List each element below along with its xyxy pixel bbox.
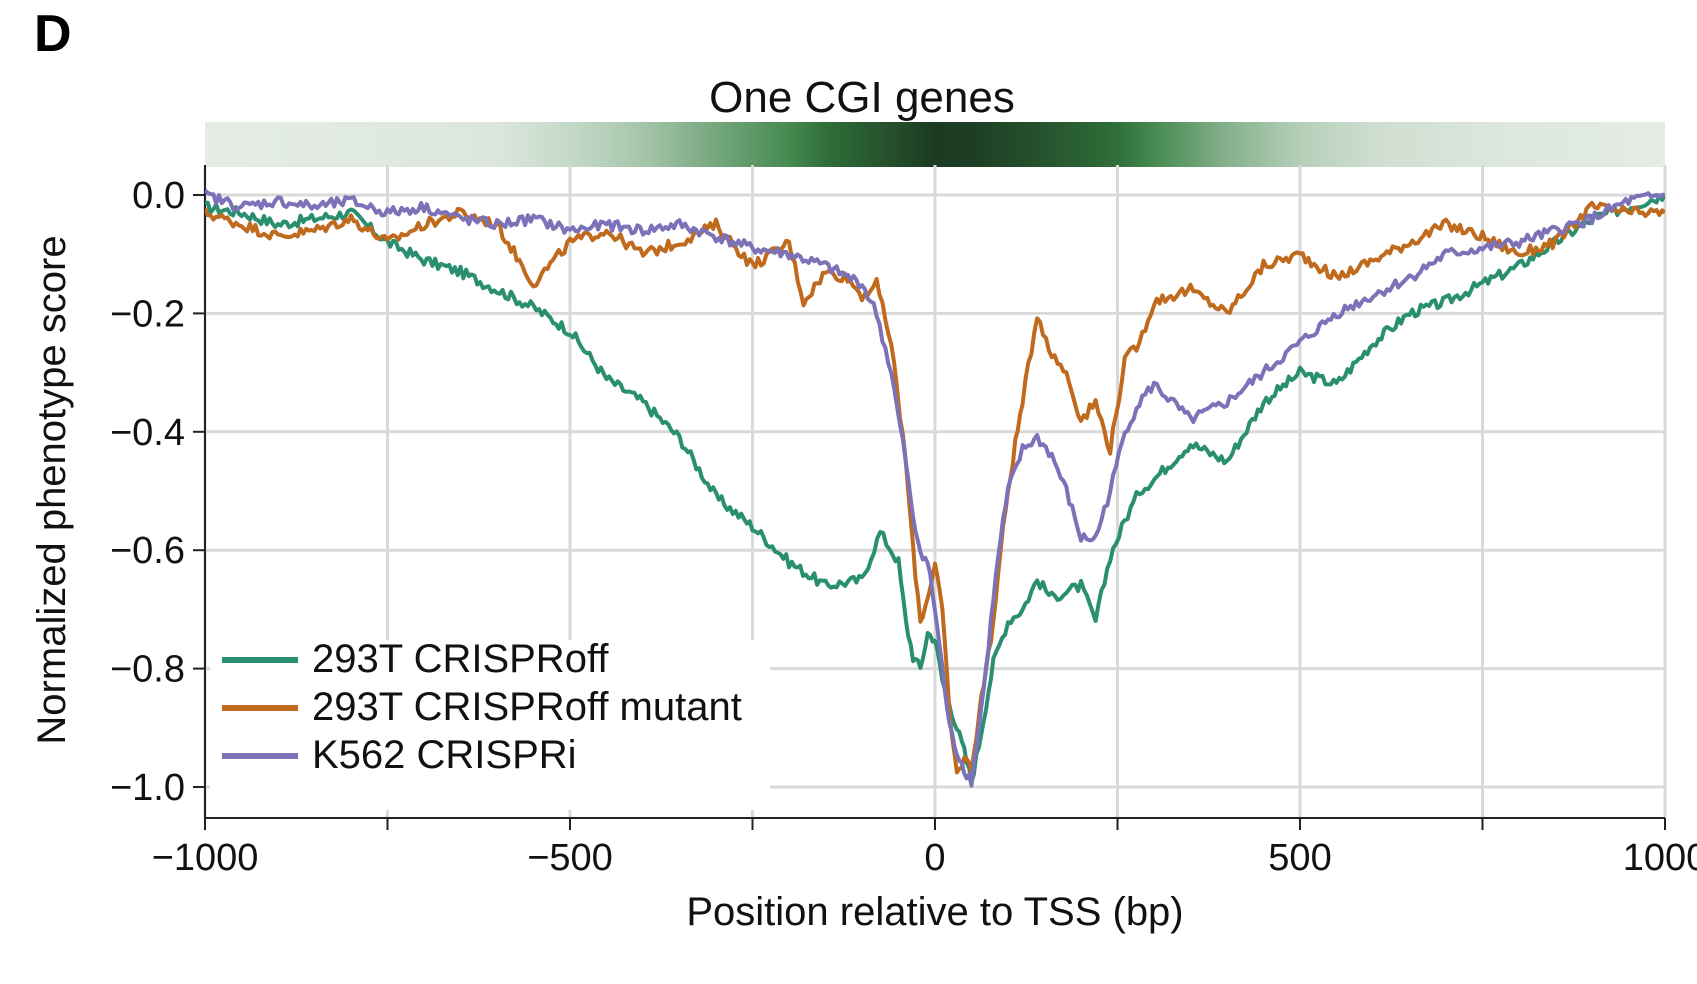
y-tick-label: −0.8	[110, 649, 185, 691]
panel-label: D	[34, 5, 72, 63]
x-tick-label: 1000	[1623, 837, 1697, 879]
series-line-1	[205, 200, 1665, 775]
x-tick-label: 500	[1268, 837, 1331, 879]
legend-label-1: 293T CRISPRoff mutant	[312, 685, 742, 729]
y-tick-label: −0.2	[110, 293, 185, 335]
legend-label-0: 293T CRISPRoff	[312, 637, 609, 681]
x-axis-label: Position relative to TSS (bp)	[686, 890, 1183, 934]
x-tick-label: −1000	[152, 837, 259, 879]
x-tick-label: 0	[924, 837, 945, 879]
y-tick-label: 0.0	[132, 175, 185, 217]
density-bar	[205, 122, 1665, 167]
series-line-2	[205, 188, 1665, 788]
y-tick-label: −0.6	[110, 530, 185, 572]
legend-background	[210, 640, 770, 810]
y-tick-label: −1.0	[110, 767, 185, 809]
x-tick-label: −500	[527, 837, 613, 879]
chart-title: One CGI genes	[709, 73, 1015, 122]
y-axis-label: Normalized phenotype score	[30, 235, 74, 744]
series-line-0	[205, 193, 1665, 785]
legend-label-2: K562 CRISPRi	[312, 733, 577, 777]
y-tick-label: −0.4	[110, 412, 185, 454]
x-ticks: −1000 −500 0 500 1000	[152, 818, 1697, 879]
series-layer	[205, 188, 1665, 788]
y-ticks: 0.0 −0.2 −0.4 −0.6 −0.8 −1.0	[110, 175, 205, 809]
